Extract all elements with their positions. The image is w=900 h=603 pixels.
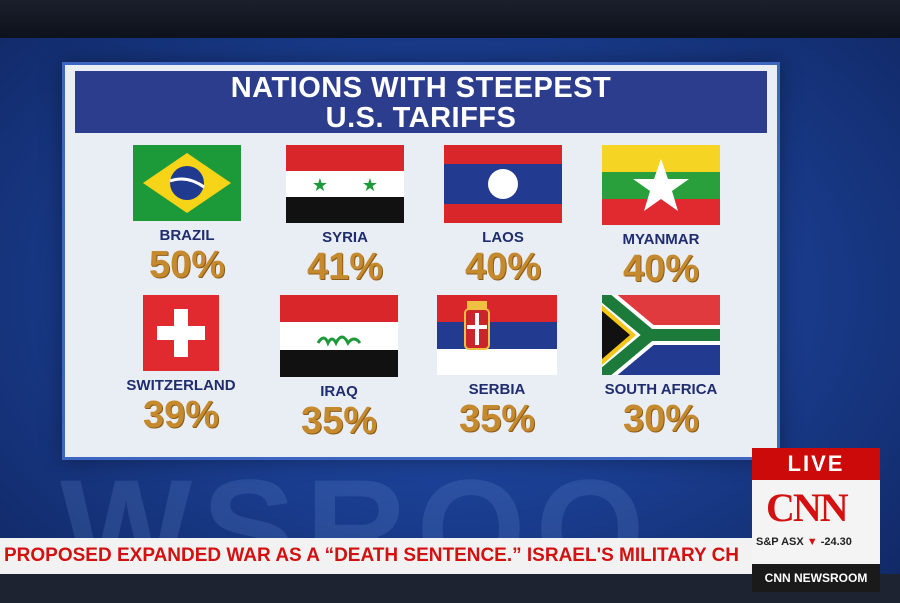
country-syria: ★ ★ SYRIA 41% bbox=[265, 145, 425, 288]
svg-text:★: ★ bbox=[362, 175, 378, 195]
country-laos: LAOS 40% bbox=[423, 145, 583, 288]
market-change: -24.30 bbox=[820, 536, 852, 548]
south-africa-flag-icon bbox=[602, 295, 720, 375]
country-myanmar: MYANMAR 40% bbox=[581, 145, 741, 290]
title-line-1: NATIONS WITH STEEPEST bbox=[230, 72, 612, 104]
live-badge: LIVE bbox=[752, 448, 880, 480]
country-iraq: IRAQ 35% bbox=[259, 295, 419, 442]
program-label: CNN NEWSROOM bbox=[752, 564, 880, 592]
brazil-flag-icon bbox=[133, 145, 241, 221]
network-bug: CNN S&P ASX ▼ -24.30 bbox=[752, 480, 880, 564]
tariff-rate: 40% bbox=[622, 248, 700, 290]
market-ticker: S&P ASX ▼ -24.30 bbox=[756, 536, 852, 548]
switzerland-flag-icon bbox=[143, 295, 219, 371]
market-index: S&P ASX bbox=[756, 536, 804, 548]
country-brazil: BRAZIL 50% bbox=[107, 145, 267, 286]
country-name: IRAQ bbox=[320, 383, 358, 400]
tariff-rate: 35% bbox=[300, 400, 378, 442]
tariff-rate: 41% bbox=[306, 246, 384, 288]
country-name: BRAZIL bbox=[159, 227, 215, 244]
cnn-logo: CNN bbox=[766, 485, 849, 530]
tv-bezel bbox=[0, 0, 900, 40]
laos-flag-icon bbox=[444, 145, 562, 223]
tariff-graphic-card: NATIONS WITH STEEPEST U.S. TARIFFS BRAZI… bbox=[62, 62, 780, 460]
country-name: SERBIA bbox=[468, 381, 526, 398]
syria-flag-icon: ★ ★ bbox=[286, 145, 404, 223]
serbia-flag-icon bbox=[437, 295, 557, 375]
country-south-africa: SOUTH AFRICA 30% bbox=[581, 295, 741, 440]
graphic-title: NATIONS WITH STEEPEST U.S. TARIFFS bbox=[75, 71, 767, 133]
tariff-rate: 39% bbox=[142, 394, 220, 436]
tv-bottom-bezel bbox=[0, 574, 900, 603]
country-serbia: SERBIA 35% bbox=[417, 295, 577, 440]
tariff-rate: 35% bbox=[458, 398, 536, 440]
title-line-2: U.S. TARIFFS bbox=[325, 102, 517, 134]
tariff-rate: 50% bbox=[148, 244, 226, 286]
country-name: SOUTH AFRICA bbox=[604, 381, 718, 398]
country-name: SWITZERLAND bbox=[126, 377, 236, 394]
svg-text:★: ★ bbox=[312, 175, 328, 195]
tariff-rate: 40% bbox=[464, 246, 542, 288]
country-name: MYANMAR bbox=[622, 231, 700, 248]
myanmar-flag-icon bbox=[602, 145, 720, 225]
country-name: LAOS bbox=[482, 229, 524, 246]
news-crawl: PROPOSED EXPANDED WAR AS A “DEATH SENTEN… bbox=[0, 538, 752, 574]
country-name: SYRIA bbox=[322, 229, 368, 246]
country-switzerland: SWITZERLAND 39% bbox=[101, 295, 261, 436]
down-triangle-icon: ▼ bbox=[806, 536, 821, 548]
iraq-flag-icon bbox=[280, 295, 398, 377]
tariff-rate: 30% bbox=[622, 398, 700, 440]
